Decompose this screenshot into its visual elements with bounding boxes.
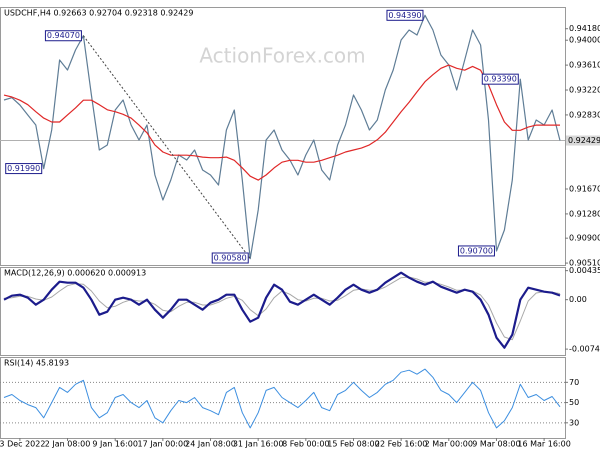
- watermark: ActionForex.com: [199, 44, 365, 68]
- x-tick-label: 24 Jan 08:00: [185, 440, 236, 449]
- price-annotation: 0.94390: [388, 11, 421, 20]
- panel-frame: [0, 7, 566, 266]
- x-tick-label: 22 Feb 16:00: [375, 440, 427, 449]
- panel-title: RSI(14) 45.8193: [4, 359, 69, 368]
- y-tick-label: 0.94000: [569, 36, 600, 45]
- x-tick-label: 31 Jan 16:00: [233, 440, 284, 449]
- x-tick-label: 8 Feb 00:00: [282, 440, 329, 449]
- x-tick-label: 15 Feb 08:00: [327, 440, 379, 449]
- price-annotation: 0.91990: [7, 164, 40, 173]
- price-annotation-box: [457, 245, 495, 257]
- x-tick-label: 23 Dec 2022: [0, 440, 45, 449]
- y-tick-label: 30: [569, 418, 579, 427]
- x-tick-label: 2 Mar 00:00: [425, 440, 473, 449]
- y-tick-label: 0.90900: [569, 234, 600, 243]
- x-tick-label: 9 Jan 16:00: [92, 440, 138, 449]
- price-annotation-box: [44, 30, 82, 42]
- last-price-label: 0.92429: [568, 136, 600, 145]
- price-annotation-box: [211, 252, 249, 264]
- price-annotation-box: [386, 9, 424, 21]
- series-line: [3, 14, 561, 260]
- x-tick-label: 2 Jan 08:00: [45, 440, 91, 449]
- panel-title: USDCHF,H4 0.92663 0.92704 0.92318 0.9242…: [4, 9, 193, 18]
- y-tick-label: 0.93610: [569, 61, 600, 70]
- panel-title: MACD(12,26,9) 0.000620 0.000913: [4, 269, 146, 278]
- series-line: [3, 368, 561, 429]
- y-tick-label: -0.007417: [569, 345, 600, 354]
- y-tick-label: 0.93220: [569, 86, 600, 95]
- price-annotation-box: [5, 163, 43, 175]
- price-annotation: 0.93390: [484, 75, 517, 84]
- y-tick-label: 0.00: [569, 295, 587, 304]
- y-tick-label: 0.91280: [569, 209, 600, 218]
- y-tick-label: 70: [569, 378, 579, 387]
- x-tick-label: 9 Mar 08:00: [472, 440, 520, 449]
- y-tick-label: 0.92830: [569, 110, 600, 119]
- x-tick-label: 16 Mar 16:00: [517, 440, 570, 449]
- price-annotation-box: [481, 73, 519, 85]
- price-annotation: 0.90700: [460, 246, 493, 255]
- panel-frame: [0, 267, 566, 356]
- series-line: [3, 271, 561, 349]
- last-price-box: [566, 135, 600, 146]
- y-tick-label: 0.90510: [569, 259, 600, 268]
- y-tick-label: 50: [569, 398, 579, 407]
- series-line: [3, 64, 560, 181]
- y-tick-label: 0.004354: [569, 266, 600, 275]
- price-annotation: 0.90580: [214, 254, 247, 263]
- price-annotation: 0.94070: [47, 31, 80, 40]
- y-tick-label: 0.94180: [569, 24, 600, 33]
- y-tick-label: 0.91670: [569, 185, 600, 194]
- x-tick-label: 17 Jan 00:00: [138, 440, 189, 449]
